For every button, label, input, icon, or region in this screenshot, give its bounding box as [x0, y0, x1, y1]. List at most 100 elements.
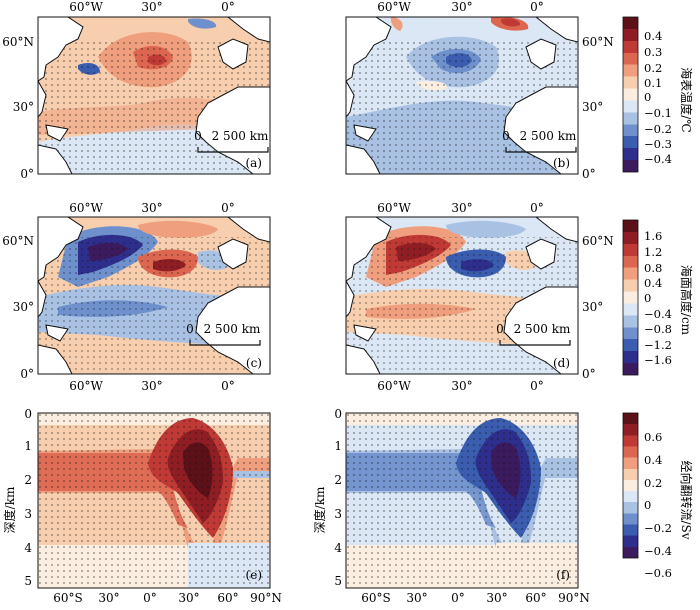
- lon-labels-top-b: 60°W 30° 0°: [377, 0, 544, 14]
- colorbar-tick: 0.2: [644, 61, 662, 75]
- lat-labels-left-c: 60°N 30° 0°: [2, 234, 34, 381]
- lat-label: 60°N: [582, 35, 614, 49]
- depth-ticks-f: 0 1 2 3 4 5: [334, 407, 342, 588]
- lat-label: 60°S: [53, 591, 83, 605]
- lat-labels-right-d: 60°N 30° 0°: [582, 234, 614, 381]
- lon-label: 30°: [451, 0, 472, 14]
- colorbar-tick: −0.6: [644, 566, 672, 580]
- lon-label: 30°: [141, 379, 162, 393]
- colorbar-tick: 1.6: [644, 229, 662, 243]
- depth-label: 0: [334, 407, 342, 421]
- lat-label: 60°: [217, 591, 238, 605]
- lat-labels-right-b: 60°N 30° 0°: [582, 35, 614, 181]
- lon-label: 60°W: [377, 379, 411, 393]
- lat-label: 60°N: [2, 234, 34, 248]
- y-axis-title-e: 深度/km: [2, 486, 17, 533]
- lat-label: 30°: [582, 100, 603, 114]
- lon-label: 30°: [451, 201, 472, 215]
- depth-label: 2: [334, 473, 342, 487]
- panel-label-b: (b): [553, 156, 570, 170]
- colorbar-amoc-ramp: [622, 412, 639, 559]
- lat-label: 0°: [20, 167, 34, 181]
- lat-label: 30°: [486, 591, 507, 605]
- lat-label: 30°: [98, 591, 119, 605]
- colorbar-tick: −1.6: [644, 353, 672, 367]
- map-area-a: [38, 17, 270, 174]
- lon-labels-bottom-c: 60°W 30° 0°: [69, 379, 235, 393]
- colorbar-tick: 0: [644, 498, 651, 512]
- colorbar-ssh-title: 海面高度/cm: [679, 265, 694, 336]
- lat-label: 0°: [20, 367, 34, 381]
- lat-label: 60°N: [582, 234, 614, 248]
- colorbar-sst-ticks: 0.4 0.3 0.2 0.1 0 −0.1 −0.2 −0.3 −0.4: [644, 29, 672, 166]
- scale-bar-end: 2 500 km: [212, 129, 269, 143]
- lat-label: 60°S: [361, 591, 391, 605]
- lon-label: 30°: [141, 201, 162, 215]
- panel-b: 60°W 30° 0° 60°N 30° 0°: [345, 0, 614, 181]
- depth-ticks-e: 0 1 2 3 4 5: [24, 407, 32, 588]
- colorbar-tick: −0.1: [644, 106, 672, 120]
- depth-label: 4: [24, 541, 32, 555]
- colorbar-sst-ramp: [622, 16, 639, 173]
- scale-bar-start: 0: [496, 322, 504, 336]
- panel-label-e: (e): [246, 568, 262, 582]
- scale-bar-start: 0: [502, 129, 510, 143]
- colorbar-tick: −0.8: [644, 322, 672, 336]
- lat-label: 90°N: [250, 591, 282, 605]
- lat-label: 60°: [525, 591, 546, 605]
- lat-label: 90°N: [558, 591, 590, 605]
- colorbar-tick: 0.4: [644, 29, 662, 43]
- colorbar-tick: 0.1: [644, 76, 662, 90]
- lon-label: 60°W: [377, 201, 411, 215]
- colorbar-tick: 0.2: [644, 476, 662, 490]
- colorbar-tick: 0.4: [644, 276, 662, 290]
- colorbar-sst-title: 海表温度/℃: [679, 67, 694, 132]
- depth-label: 2: [24, 473, 32, 487]
- panel-d: 60°W 30° 0° 60°N 30° 0°: [345, 201, 614, 393]
- depth-label: 1: [24, 439, 32, 453]
- lon-label: 30°: [141, 0, 162, 14]
- map-area-c: [38, 217, 270, 374]
- scale-bar-start: 0: [194, 129, 202, 143]
- colorbar-tick: 0.6: [644, 430, 662, 444]
- lon-label: 0°: [221, 201, 235, 215]
- panel-label-c: (c): [246, 356, 262, 370]
- depth-label: 3: [24, 507, 32, 521]
- scale-bar-d: 0 2 500 km: [496, 322, 571, 346]
- map-area-d: [346, 217, 578, 374]
- colorbar-tick: −0.3: [644, 137, 672, 151]
- panel-e: 深度/km 0 1 2 3 4 5 (e) 60°S 30° 0° 3 0: [2, 407, 282, 605]
- depth-label: 3: [334, 507, 342, 521]
- colorbar-sst: 0.4 0.3 0.2 0.1 0 −0.1 −0.2 −0.3 −0.4 海表…: [622, 16, 694, 173]
- lat-label: 0°: [582, 167, 596, 181]
- lon-label: 30°: [451, 379, 472, 393]
- colorbar-tick: −0.4: [644, 544, 672, 558]
- colorbar-tick: 0.8: [644, 261, 662, 275]
- lon-label: 60°W: [69, 0, 103, 14]
- scale-bar-end: 2 500 km: [514, 322, 571, 336]
- depth-label: 5: [334, 574, 342, 588]
- lat-label: 30°: [178, 591, 199, 605]
- y-axis-title-f: 深度/km: [312, 486, 327, 533]
- colorbar-ssh-ticks: 1.6 1.2 0.8 0.4 0 −0.4 −0.8 −1.2 −1.6: [644, 229, 672, 367]
- colorbar-amoc-ticks: 0.6 0.4 0.2 0 −0.2 −0.4 −0.6: [644, 430, 672, 580]
- scale-bar-end: 2 500 km: [520, 129, 577, 143]
- lat-label: 0°: [451, 591, 465, 605]
- colorbar-ssh-ramp: [622, 219, 639, 376]
- colorbar-tick: 0: [644, 291, 651, 305]
- colorbar-tick: 1.2: [644, 245, 662, 259]
- colorbar-tick: −0.2: [644, 521, 672, 535]
- lat-label: 0°: [143, 591, 157, 605]
- lat-labels-e: 60°S 30° 0° 30° 60° 90°N: [53, 591, 282, 605]
- depth-label: 5: [24, 574, 32, 588]
- scale-bar-c: 0 2 500 km: [186, 322, 261, 346]
- colorbar-ssh: 1.6 1.2 0.8 0.4 0 −0.4 −0.8 −1.2 −1.6 海面…: [622, 219, 694, 376]
- lon-labels-bottom-d: 60°W 30° 0°: [377, 379, 544, 393]
- lat-labels-left-a: 60°N 30° 0°: [2, 35, 34, 181]
- panel-c: 60°W 30° 0° 60°N 30° 0°: [2, 201, 271, 393]
- scale-bar-start: 0: [186, 322, 194, 336]
- map-area-b: [346, 17, 578, 174]
- scale-bar-a: 0 2 500 km: [194, 129, 269, 153]
- colorbar-amoc-title: 经向翻转流/Sv: [679, 460, 694, 539]
